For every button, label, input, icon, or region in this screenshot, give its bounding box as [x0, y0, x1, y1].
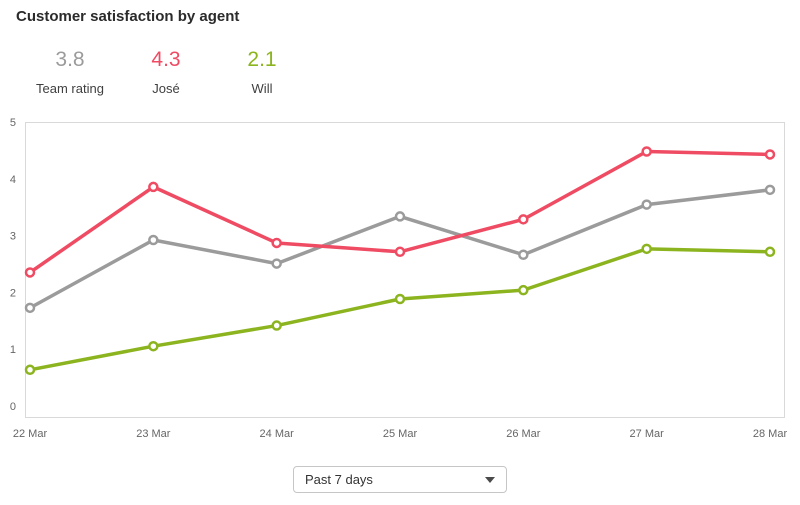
data-point-josé[interactable] [148, 181, 159, 193]
data-point-josé[interactable] [764, 149, 776, 160]
data-point-will[interactable] [641, 243, 652, 255]
data-point-will[interactable] [518, 284, 529, 296]
chevron-down-icon [485, 476, 495, 483]
y-axis-tick-label: 0 [10, 401, 16, 413]
stat-jose-value: 4.3 [151, 48, 181, 71]
data-point-will[interactable] [148, 340, 159, 352]
stat-team-rating: 3.8 Team rating [22, 48, 118, 96]
date-range-dropdown[interactable]: Past 7 days [293, 466, 507, 493]
series-line-will [28, 247, 772, 372]
summary-stats: 3.8 Team rating 4.3 José 2.1 Will [22, 48, 310, 96]
date-range-value: Past 7 days [305, 472, 373, 487]
stat-team-rating-label: Team rating [36, 81, 104, 96]
y-axis-tick-label: 5 [10, 117, 16, 129]
data-point-josé[interactable] [518, 214, 529, 225]
satisfaction-chart: 0 1 2 3 4 5 22 Mar 23 Mar 24 Mar 25 Mar 26 Mar 27 M… [10, 117, 788, 440]
stat-jose: 4.3 José [118, 48, 214, 96]
stat-will-label: Will [251, 81, 273, 96]
data-point-josé[interactable] [24, 267, 36, 278]
stat-team-rating-value: 3.8 [55, 48, 85, 71]
x-axis-tick-label: 26 Mar [506, 428, 541, 440]
y-axis-tick-label: 1 [10, 344, 16, 356]
y-axis-tick-label: 4 [10, 174, 16, 186]
data-point-team-rating[interactable] [518, 249, 529, 260]
data-point-team-rating[interactable] [148, 234, 159, 246]
stat-jose-label: José [152, 81, 180, 96]
data-point-will[interactable] [394, 293, 406, 305]
x-axis-tick-label: 25 Mar [383, 428, 418, 440]
x-axis-tick-label: 28 Mar [753, 428, 788, 440]
x-axis-tick-label: 27 Mar [630, 428, 665, 440]
data-point-team-rating[interactable] [24, 302, 36, 314]
y-axis-tick-label: 3 [10, 231, 16, 243]
data-point-team-rating[interactable] [641, 199, 652, 210]
data-point-josé[interactable] [641, 146, 652, 157]
data-point-josé[interactable] [394, 246, 406, 258]
data-point-team-rating[interactable] [394, 211, 406, 222]
data-point-will[interactable] [271, 320, 282, 331]
stat-will-value: 2.1 [247, 48, 277, 71]
plot-area-border [25, 122, 785, 418]
x-axis-tick-label: 24 Mar [260, 428, 295, 440]
page-title: Customer satisfaction by agent [16, 8, 240, 25]
data-point-will[interactable] [24, 364, 36, 376]
stat-will: 2.1 Will [214, 48, 310, 96]
x-axis-tick-label: 22 Mar [13, 428, 48, 440]
y-axis-tick-label: 2 [10, 287, 16, 299]
data-point-josé[interactable] [271, 237, 282, 249]
x-axis-tick-label: 23 Mar [136, 428, 171, 440]
data-point-team-rating[interactable] [764, 184, 776, 196]
data-point-team-rating[interactable] [271, 258, 282, 269]
data-point-will[interactable] [764, 246, 776, 258]
